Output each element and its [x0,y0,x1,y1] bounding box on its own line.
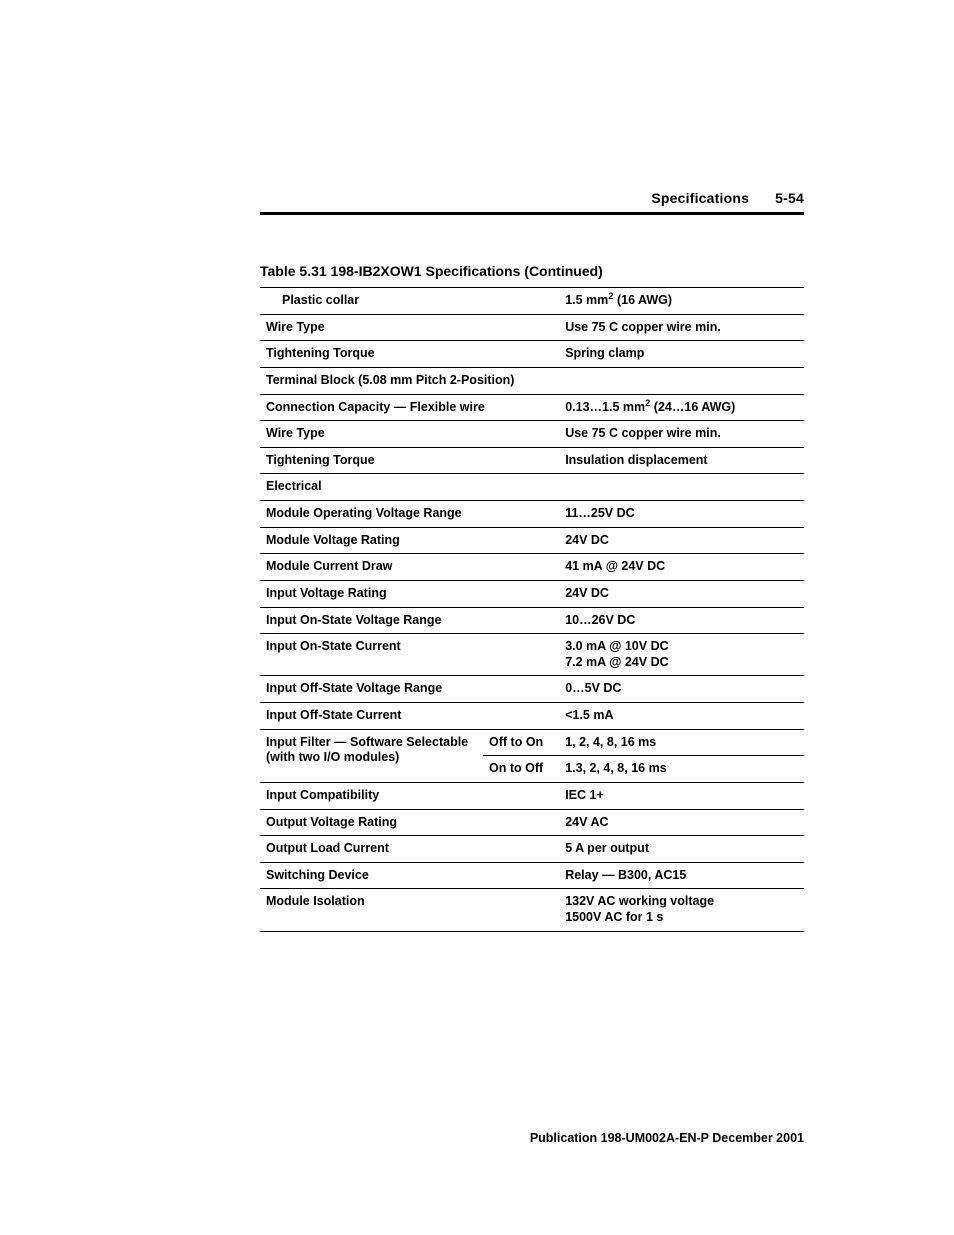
table-cell-value: Use 75 C copper wire min. [559,421,804,448]
table-cell-label: Wire Type [260,314,559,341]
table-cell-label: Input Filter — Software Selectable (with… [260,729,483,782]
table-row: Input Off-State Current<1.5 mA [260,703,804,730]
table-row: Input Filter — Software Selectable (with… [260,729,804,756]
table-cell-label: Output Load Current [260,836,559,863]
table-cell-value: Spring clamp [559,341,804,368]
table-row: Wire TypeUse 75 C copper wire min. [260,421,804,448]
table-row: Module Voltage Rating24V DC [260,527,804,554]
table-cell-value: 1, 2, 4, 8, 16 ms [559,729,804,756]
spec-table-body: Plastic collar1.5 mm2 (16 AWG)Wire TypeU… [260,288,804,932]
table-cell-value: 132V AC working voltage1500V AC for 1 s [559,889,804,931]
table-row: Input Voltage Rating24V DC [260,580,804,607]
header-section-label: Specifications [651,190,749,206]
table-cell-label: Module Operating Voltage Range [260,501,559,528]
table-cell-value: 5 A per output [559,836,804,863]
table-section-header: Electrical [260,474,804,501]
table-cell-value: 0.13…1.5 mm2 (24…16 AWG) [559,394,804,421]
table-row: Module Isolation132V AC working voltage1… [260,889,804,931]
page-footer: Publication 198-UM002A-EN-P December 200… [530,1131,804,1145]
table-row: Terminal Block (5.08 mm Pitch 2-Position… [260,367,804,394]
table-cell-label: Input Compatibility [260,782,559,809]
table-cell-label: Wire Type [260,421,559,448]
table-cell-label: Module Isolation [260,889,559,931]
table-row: Tightening TorqueSpring clamp [260,341,804,368]
table-cell-value: 11…25V DC [559,501,804,528]
table-cell-label: Tightening Torque [260,447,559,474]
table-row: Module Current Draw41 mA @ 24V DC [260,554,804,581]
table-row: Output Voltage Rating24V AC [260,809,804,836]
header-rule [260,212,804,215]
table-cell-label: Input On-State Voltage Range [260,607,559,634]
table-row: Output Load Current5 A per output [260,836,804,863]
table-row: Input Off-State Voltage Range0…5V DC [260,676,804,703]
page: Specifications 5-54 Table 5.31 198-IB2XO… [0,0,954,1235]
table-cell-value: 0…5V DC [559,676,804,703]
table-cell-value: 10…26V DC [559,607,804,634]
table-cell-value: 1.3, 2, 4, 8, 16 ms [559,756,804,783]
table-row: Connection Capacity — Flexible wire0.13…… [260,394,804,421]
page-header: Specifications 5-54 [260,190,804,206]
table-cell-sublabel: On to Off [483,756,559,783]
table-cell-label: Connection Capacity — Flexible wire [260,394,559,421]
table-row: Electrical [260,474,804,501]
table-cell-label: Module Current Draw [260,554,559,581]
header-page-number: 5-54 [775,190,804,206]
table-cell-value: 3.0 mA @ 10V DC7.2 mA @ 24V DC [559,634,804,676]
table-cell-value: <1.5 mA [559,703,804,730]
table-title: Table 5.31 198-IB2XOW1 Specifications (C… [260,263,804,279]
table-cell-value: IEC 1+ [559,782,804,809]
table-cell-value: Use 75 C copper wire min. [559,314,804,341]
table-cell-value: 24V DC [559,580,804,607]
table-cell-label: Output Voltage Rating [260,809,559,836]
table-cell-label: Plastic collar [260,288,559,315]
table-cell-label: Input On-State Current [260,634,559,676]
table-cell-label: Module Voltage Rating [260,527,559,554]
table-cell-label: Input Off-State Current [260,703,559,730]
table-row: Input On-State Voltage Range10…26V DC [260,607,804,634]
table-cell-label: Switching Device [260,862,559,889]
spec-table: Plastic collar1.5 mm2 (16 AWG)Wire TypeU… [260,287,804,932]
table-row: Tightening TorqueInsulation displacement [260,447,804,474]
table-row: Plastic collar1.5 mm2 (16 AWG) [260,288,804,315]
table-cell-label: Tightening Torque [260,341,559,368]
table-cell-value: Insulation displacement [559,447,804,474]
table-cell-sublabel: Off to On [483,729,559,756]
table-row: Switching DeviceRelay — B300, AC15 [260,862,804,889]
table-cell-value: 24V AC [559,809,804,836]
table-row: Module Operating Voltage Range11…25V DC [260,501,804,528]
table-cell-value: 24V DC [559,527,804,554]
table-cell-label: Input Off-State Voltage Range [260,676,559,703]
table-cell-value: 41 mA @ 24V DC [559,554,804,581]
table-row: Input CompatibilityIEC 1+ [260,782,804,809]
table-cell-value: Relay — B300, AC15 [559,862,804,889]
table-row: Wire TypeUse 75 C copper wire min. [260,314,804,341]
table-section-header: Terminal Block (5.08 mm Pitch 2-Position… [260,367,804,394]
table-cell-label: Input Voltage Rating [260,580,559,607]
table-row: Input On-State Current3.0 mA @ 10V DC7.2… [260,634,804,676]
table-cell-value: 1.5 mm2 (16 AWG) [559,288,804,315]
